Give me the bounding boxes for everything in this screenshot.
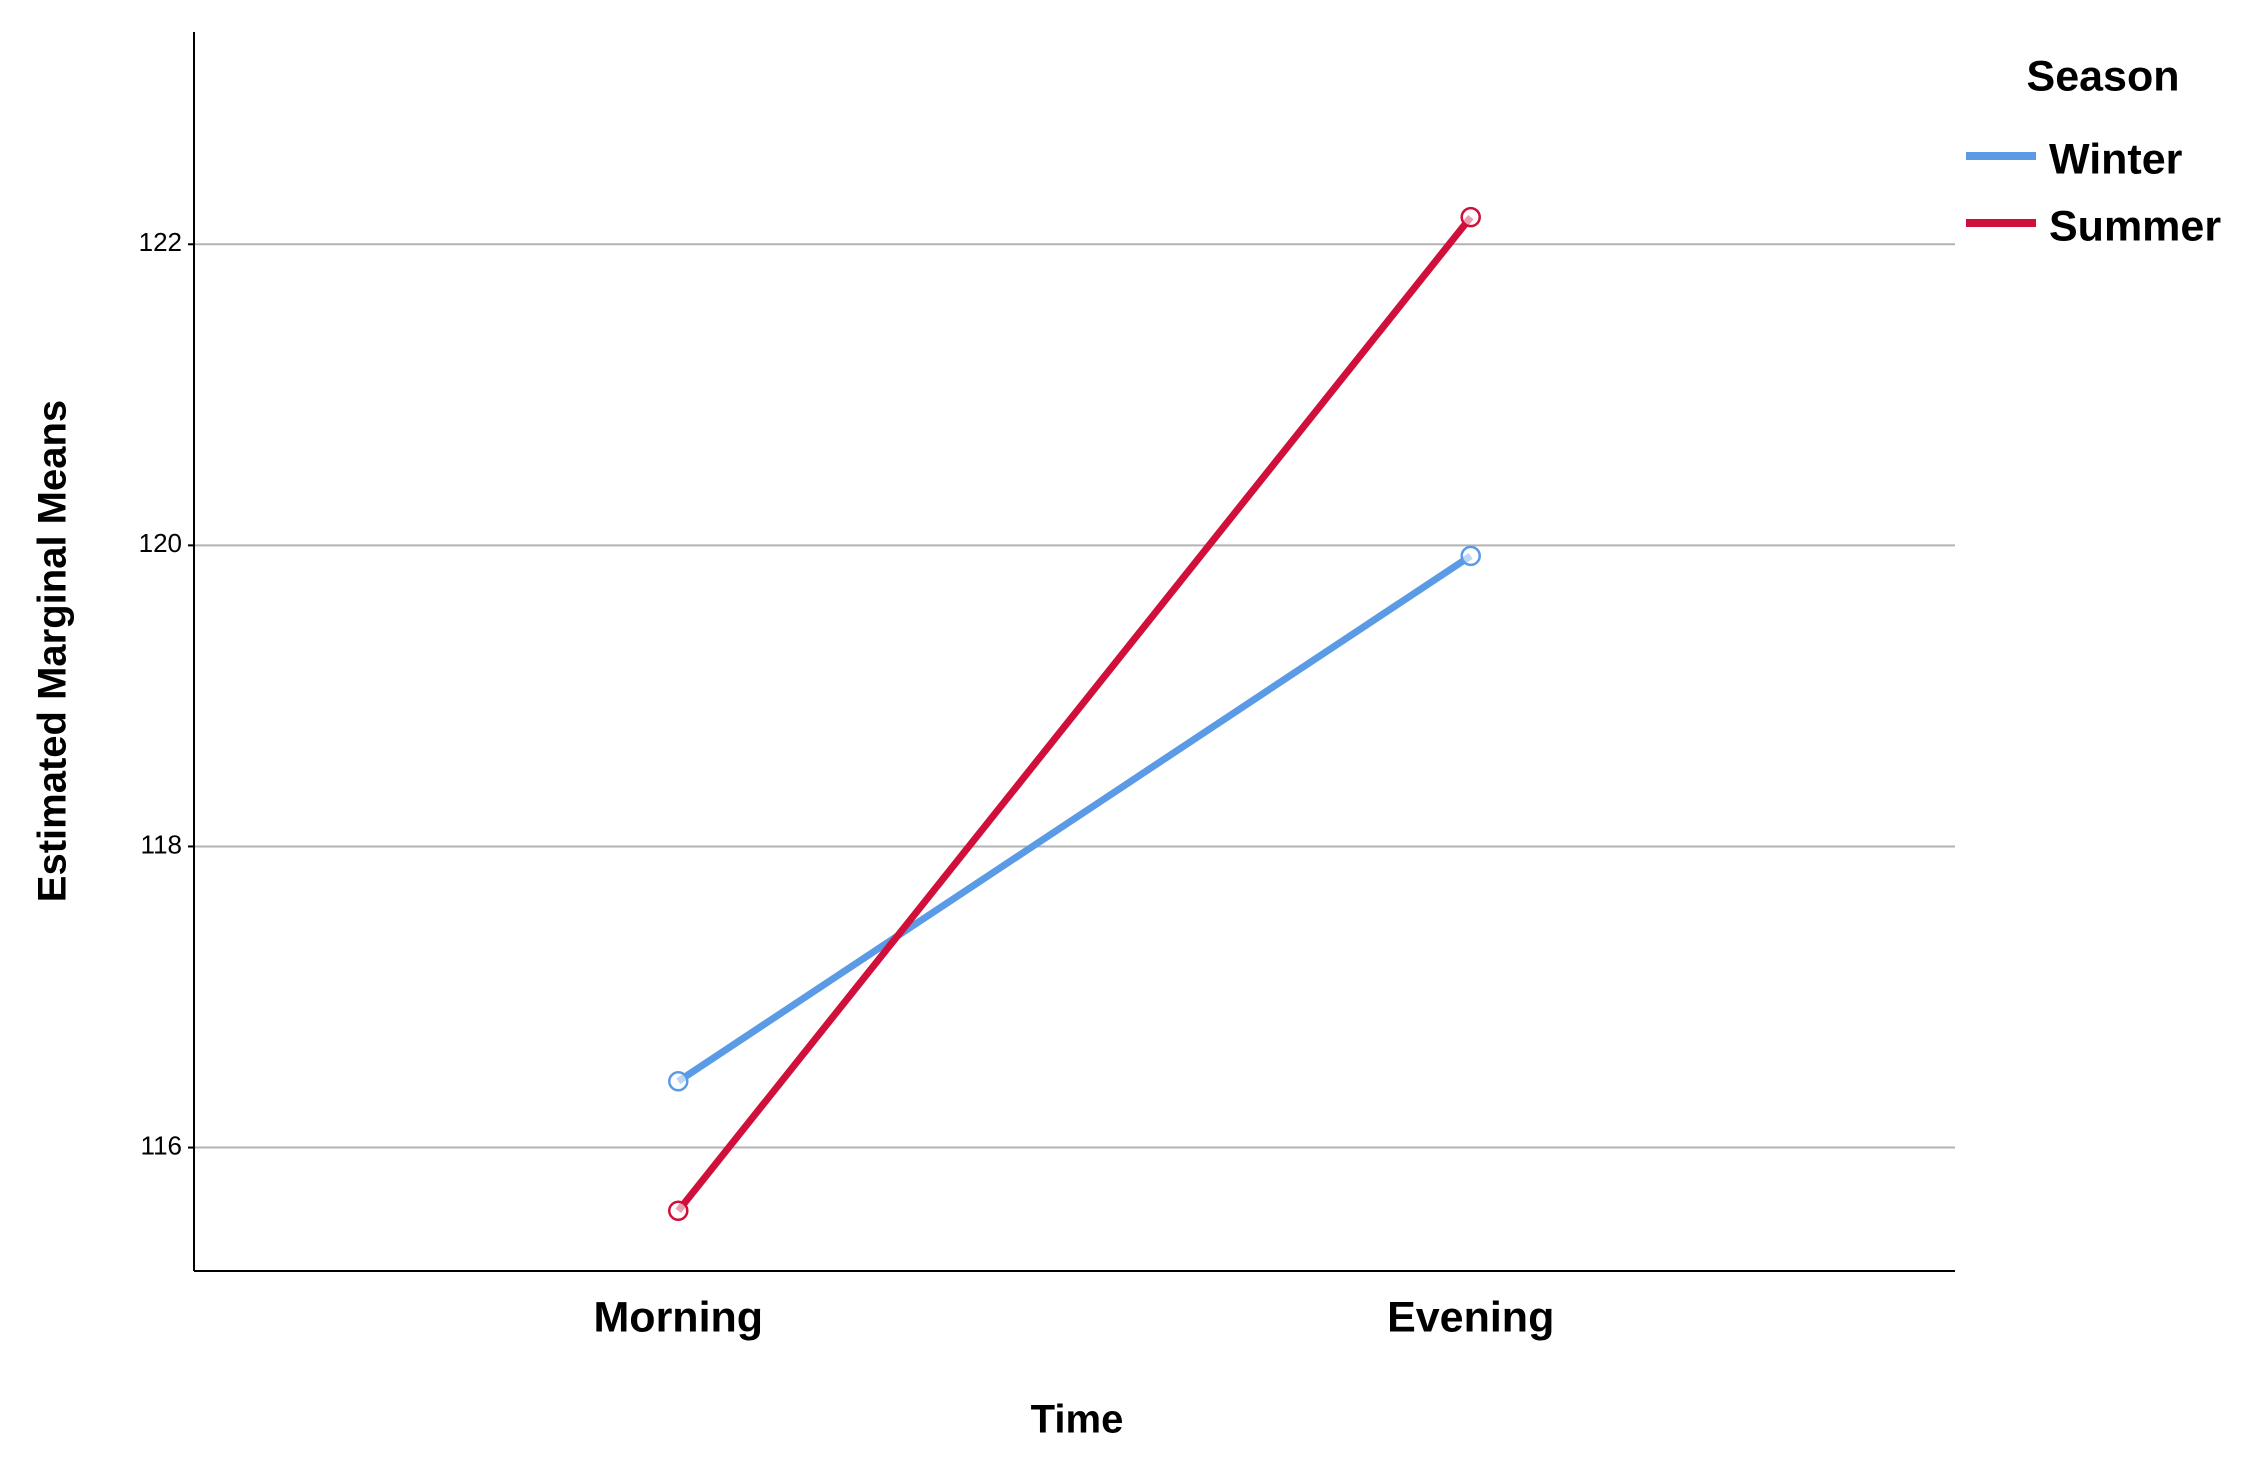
- x-tick-label: Morning: [593, 1293, 763, 1341]
- y-tick-label: 116: [141, 1130, 182, 1160]
- series-line: [676, 552, 1473, 1085]
- series-line: [675, 214, 1474, 1213]
- legend-label: Winter: [2049, 135, 2183, 183]
- legend-title: Season: [2027, 52, 2180, 100]
- y-tick-label: 120: [139, 528, 182, 558]
- legend-label: Summer: [2049, 202, 2221, 250]
- data-point: [668, 1071, 689, 1092]
- y-tick-label: 122: [139, 227, 182, 257]
- data-point: [1460, 545, 1481, 567]
- y-tick-label: 118: [141, 829, 182, 859]
- y-axis-title: Estimated Marginal Means: [31, 400, 75, 902]
- x-tick-label: Evening: [1387, 1293, 1554, 1341]
- data-point: [1460, 206, 1481, 228]
- data-point: [668, 1200, 689, 1222]
- x-axis-title: Time: [1031, 1398, 1124, 1442]
